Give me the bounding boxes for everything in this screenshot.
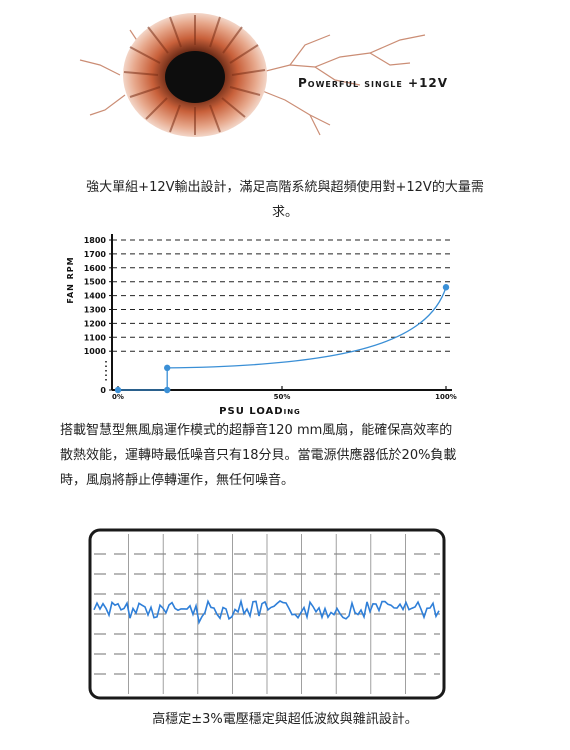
fan-curve-point: [164, 364, 171, 372]
y-tick-label: 0: [100, 386, 106, 395]
fan-desc-line-3: 時，風扇將靜止停轉運作，無任何噪音。: [60, 473, 295, 488]
fan-curve-series: [118, 287, 447, 391]
intro-line-1: 強大單組+12V輸出設計，滿足高階系統與超頻使用對+12V的大量需: [86, 180, 484, 195]
fan-curve-point: [164, 386, 171, 394]
ripple-noise-scope: [88, 528, 446, 700]
x-axis-ticks: 0% 50% 100%: [112, 386, 457, 401]
y-axis-ticks: 1800 1700 1600 1500 1400 1300 1200 1100 1000 0: [84, 236, 112, 395]
y-tick-label: 1400: [84, 292, 107, 301]
hero-tagline: Powerful single +12V: [298, 76, 449, 90]
y-tick-label: 1600: [84, 264, 107, 273]
y-tick-label: 1500: [84, 278, 107, 287]
fan-curve-points: [114, 284, 450, 394]
fan-curve-chart: FAN RPM 1800 1700 1600 1500 1400 1300 1200 1100…: [66, 234, 457, 417]
x-tick-label: 100%: [435, 393, 457, 401]
y-tick-label: 1100: [84, 333, 107, 342]
fan-curve-point: [114, 386, 122, 394]
y-tick-label: 1800: [84, 236, 107, 245]
y-tick-label: 1200: [84, 319, 107, 328]
y-tick-label: 1000: [84, 347, 107, 356]
fan-desc-line-2: 散熱效能，運轉時最低噪音只有18分貝。當電源供應器低於20%負載: [60, 448, 457, 463]
fan-description-paragraph: 搭載智慧型無風扇運作模式的超靜音120 mm風扇，能確保高效率的 散熱效能，運轉…: [60, 418, 530, 493]
ripple-waveform: [93, 598, 440, 625]
y-tick-label: 1700: [84, 250, 107, 259]
toroid-coil-illustration: [79, 13, 426, 137]
fan-desc-line-1: 搭載智慧型無風扇運作模式的超靜音120 mm風扇，能確保高效率的: [60, 423, 453, 438]
intro-paragraph: 強大單組+12V輸出設計，滿足高階系統與超頻使用對+12V的大量需 求。: [40, 175, 530, 225]
y-tick-label: 1300: [84, 306, 107, 315]
intro-line-2: 求。: [271, 205, 298, 220]
fan-curve-point: [442, 284, 450, 291]
scope-grid: [94, 534, 440, 694]
ripple-caption: 高穩定±3%電壓穩定與超低波紋與雜訊設計。: [152, 712, 418, 727]
x-axis-label: PSU LOADing: [219, 406, 301, 417]
x-tick-label: 50%: [274, 393, 291, 401]
x-tick-label: 0%: [112, 393, 124, 401]
y-axis-label: FAN RPM: [66, 256, 75, 303]
